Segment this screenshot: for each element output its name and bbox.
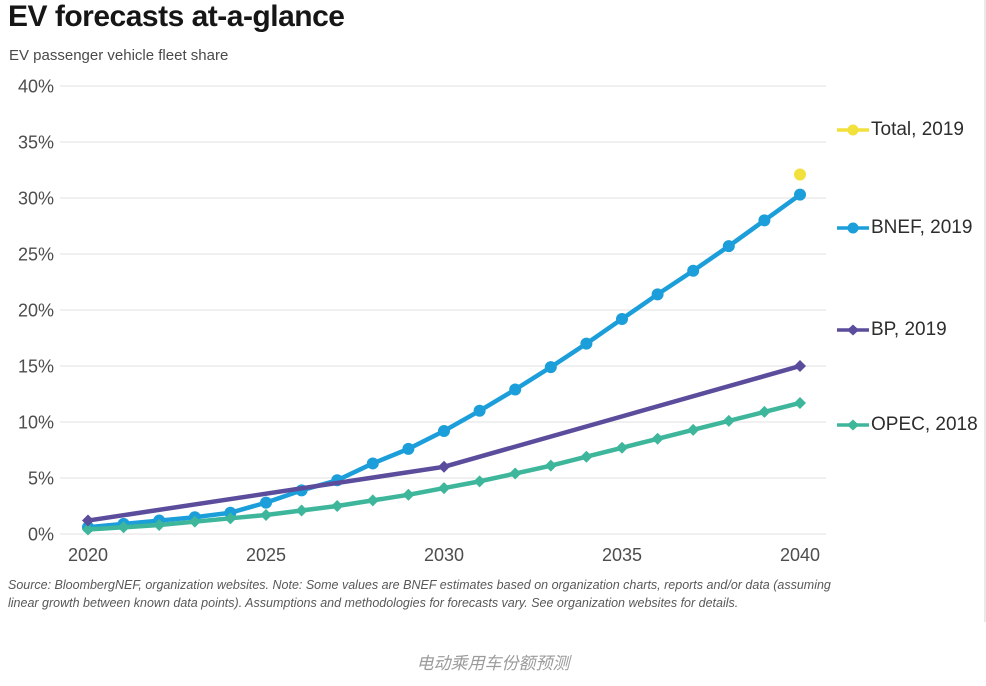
y-axis-tick-label: 30% (18, 189, 54, 209)
legend-label: OPEC, 2018 (871, 414, 978, 435)
x-axis-tick-label: 2035 (602, 545, 642, 565)
series-total-2019 (794, 168, 806, 181)
series-bnef-2019 (82, 188, 806, 534)
data-point (794, 168, 806, 181)
source-note: Source: BloombergNEF, organization websi… (8, 576, 831, 612)
series-line (85, 363, 803, 523)
data-point (153, 514, 166, 527)
x-axis-tick-labels: 2020 2025 2030 2035 2040 (68, 545, 820, 565)
data-point (260, 508, 272, 521)
source-note-line2: linear growth between known data points)… (8, 596, 739, 611)
chart-title: EV forecasts at-a-glance (8, 0, 345, 33)
source-note-line1: Source: BloombergNEF, organization websi… (8, 578, 831, 592)
y-axis-tick-label: 20% (18, 301, 54, 321)
data-point (260, 496, 272, 509)
legend-label: BNEF, 2019 (871, 217, 973, 238)
y-axis-tick-label: 10% (18, 413, 54, 433)
x-axis-tick-label: 2025 (246, 545, 286, 565)
data-point (758, 405, 771, 418)
gridlines (60, 85, 826, 535)
data-point (794, 188, 806, 201)
data-point (544, 459, 557, 472)
legend-label: BP, 2019 (871, 319, 947, 340)
series-bp-2019 (82, 360, 806, 527)
data-point (651, 432, 664, 445)
data-point (295, 504, 308, 517)
data-point (794, 396, 806, 409)
legend-marker-icon (837, 124, 869, 136)
data-point (188, 515, 201, 528)
data-point (687, 264, 700, 277)
data-point (544, 361, 557, 374)
legend-marker-icon (837, 419, 869, 431)
series-line (85, 192, 803, 530)
legend-item-bnef-2019: BNEF, 2019 (836, 217, 972, 239)
data-point (402, 488, 415, 501)
legend-marker-icon (837, 222, 869, 234)
data-point (651, 288, 664, 301)
data-point (82, 514, 94, 527)
page-right-border (984, 0, 986, 622)
y-axis-tick-label: 35% (18, 133, 54, 153)
data-point (722, 240, 735, 253)
series-line (85, 400, 803, 532)
legend-item-opec-2018: OPEC, 2018 (836, 414, 978, 436)
y-axis-tick-labels: 0% 5% 10% 15% 20% 25% 30% 35% 40% (18, 77, 54, 545)
series-opec-2018 (82, 396, 806, 536)
data-point (331, 500, 344, 512)
y-axis-tick-label: 5% (28, 469, 54, 489)
y-axis-tick-label: 0% (28, 525, 54, 545)
data-point (473, 404, 486, 417)
chart-subtitle: EV passenger vehicle fleet share (9, 47, 229, 64)
caption-cn: 电动乘用车份额预测 (416, 654, 570, 673)
data-point (580, 450, 593, 463)
data-point (438, 460, 450, 473)
data-point (224, 506, 237, 519)
legend-item-total-2019: Total, 2019 (836, 119, 964, 141)
y-axis-tick-label: 15% (18, 357, 54, 377)
x-axis-tick-label: 2040 (780, 545, 820, 565)
data-point (794, 360, 806, 372)
data-point (580, 337, 593, 350)
data-point (509, 383, 522, 396)
data-point (153, 519, 166, 532)
data-point (758, 214, 771, 227)
data-point (117, 521, 130, 534)
data-point (438, 424, 450, 437)
legend-item-bp-2019: BP, 2019 (836, 319, 947, 341)
data-point (402, 442, 415, 455)
data-point (687, 423, 700, 436)
y-axis-tick-label: 40% (18, 77, 54, 97)
data-point (366, 457, 379, 470)
data-point (331, 474, 344, 487)
y-axis-tick-label: 25% (18, 245, 54, 265)
data-point (82, 521, 94, 534)
data-point (509, 467, 522, 480)
legend-label: Total, 2019 (871, 119, 964, 140)
x-axis-tick-label: 2030 (424, 545, 464, 565)
x-axis-tick-label: 2020 (68, 545, 108, 565)
data-point (117, 517, 130, 530)
data-point (224, 512, 237, 525)
data-point (616, 441, 628, 454)
data-point (188, 511, 201, 524)
data-point (616, 312, 628, 325)
legend-marker-icon (837, 324, 869, 336)
data-point (295, 484, 308, 497)
data-point (366, 494, 379, 507)
data-point (438, 482, 450, 495)
data-point (473, 475, 486, 488)
data-point (82, 523, 94, 536)
data-point (722, 414, 735, 427)
